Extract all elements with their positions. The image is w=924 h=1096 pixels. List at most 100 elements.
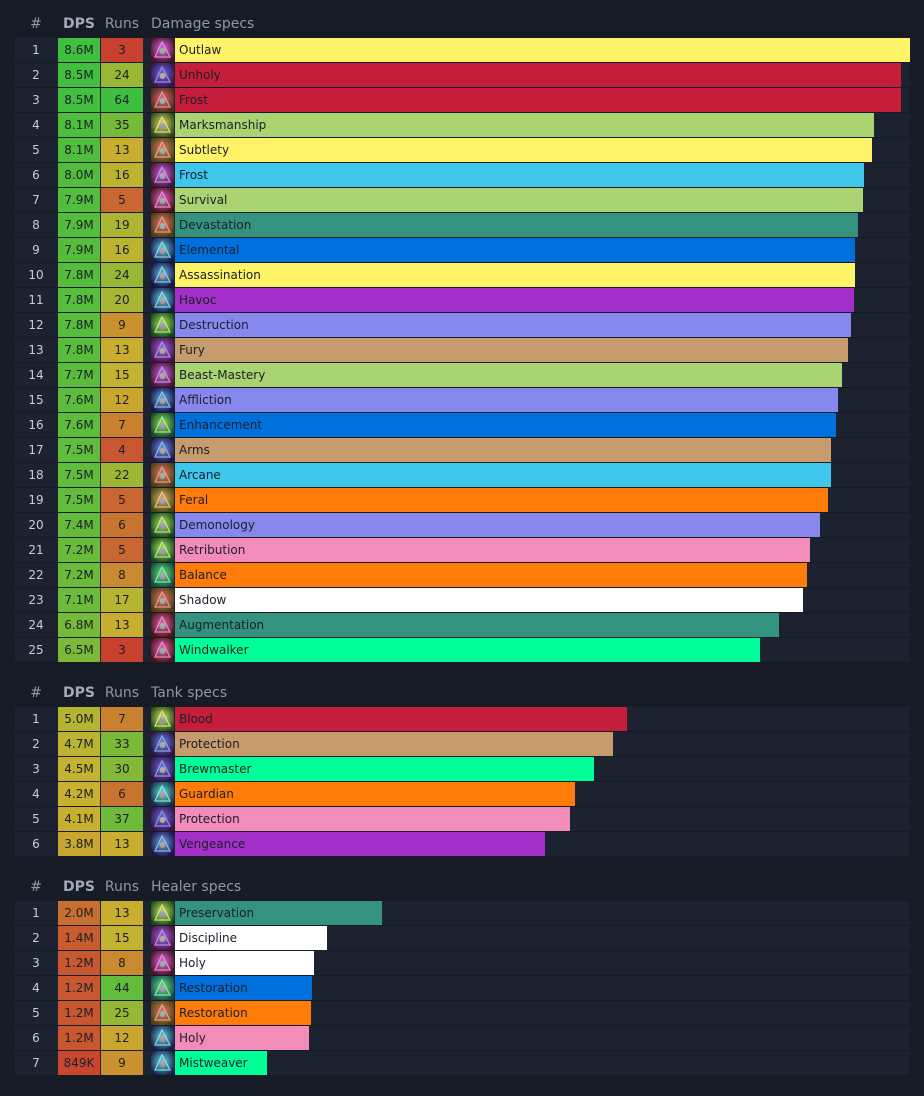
runs-cell: 13 [101,338,143,362]
table-row[interactable]: 4 8.1M 35 Marksmanship [15,113,910,137]
runs-header[interactable]: Runs [104,879,140,895]
rank-cell: 3 [32,956,40,970]
dps-bar[interactable] [175,138,872,162]
dps-header[interactable]: DPS [63,685,95,701]
table-row[interactable]: 3 4.5M 30 Brewmaster [15,757,910,781]
dps-bar[interactable] [175,613,779,637]
dps-bar[interactable] [175,338,848,362]
table-row[interactable]: 14 7.7M 15 Beast-Mastery [15,363,910,387]
table-row[interactable]: 3 1.2M 8 Holy [15,951,910,975]
table-row[interactable]: 4 4.2M 6 Guardian [15,782,910,806]
section-title[interactable]: Damage specs [151,16,255,32]
table-row[interactable]: 9 7.9M 16 Elemental [15,238,910,262]
dps-bar[interactable] [175,463,831,487]
table-row[interactable]: 10 7.8M 24 Assassination [15,263,910,287]
table-row[interactable]: 7 849K 9 Mistweaver [15,1051,910,1075]
dps-bar[interactable] [175,363,842,387]
table-row[interactable]: 7 7.9M 5 Survival [15,188,910,212]
table-row[interactable]: 8 7.9M 19 Devastation [15,213,910,237]
runs-header[interactable]: Runs [104,685,140,701]
table-row[interactable]: 12 7.8M 9 Destruction [15,313,910,337]
table-row[interactable]: 6 3.8M 13 Vengeance [15,832,910,856]
table-row[interactable]: 1 8.6M 3 Outlaw [15,38,910,62]
table-row[interactable]: 16 7.6M 7 Enhancement [15,413,910,437]
dps-bar[interactable] [175,538,810,562]
runs-cell: 6 [101,782,143,806]
dps-bar[interactable] [175,563,807,587]
dps-bar[interactable] [175,113,874,137]
dps-bar[interactable] [175,38,910,62]
table-row[interactable]: 25 6.5M 3 Windwalker [15,638,910,662]
dps-bar[interactable] [175,238,855,262]
table-row[interactable]: 2 4.7M 33 Protection [15,732,910,756]
table-row[interactable]: 6 8.0M 16 Frost [15,163,910,187]
section-title[interactable]: Healer specs [151,879,242,895]
table-row[interactable]: 18 7.5M 22 Arcane [15,463,910,487]
dps-bar[interactable] [175,1026,309,1050]
table-row[interactable]: 3 8.5M 64 Frost [15,88,910,112]
dps-cell: 8.5M [58,63,100,87]
dps-bar[interactable] [175,288,854,312]
table-row[interactable]: 24 6.8M 13 Augmentation [15,613,910,637]
dps-bar[interactable] [175,588,803,612]
windwalker-icon [151,638,174,662]
dps-bar[interactable] [175,926,327,950]
table-row[interactable]: 21 7.2M 5 Retribution [15,538,910,562]
dps-bar[interactable] [175,88,901,112]
dps-bar[interactable] [175,757,594,781]
table-row[interactable]: 6 1.2M 12 Holy [15,1026,910,1050]
dps-bar[interactable] [175,188,863,212]
dps-bar[interactable] [175,638,760,662]
dps-bar[interactable] [175,388,838,412]
table-row[interactable]: 2 1.4M 15 Discipline [15,926,910,950]
dps-bar[interactable] [175,213,858,237]
spec-label: Frost [179,93,208,107]
dps-bar[interactable] [175,313,851,337]
table-row[interactable]: 11 7.8M 20 Havoc [15,288,910,312]
rank-header[interactable]: # [30,16,42,32]
dps-cell: 1.2M [58,951,100,975]
runs-cell: 22 [101,463,143,487]
dps-bar[interactable] [175,1051,267,1075]
dps-bar[interactable] [175,951,314,975]
rank-header[interactable]: # [30,879,42,895]
assassination-icon [151,263,174,287]
table-row[interactable]: 15 7.6M 12 Affliction [15,388,910,412]
dps-bar[interactable] [175,782,575,806]
table-row[interactable]: 1 5.0M 7 Blood [15,707,910,731]
table-row[interactable]: 5 1.2M 25 Restoration [15,1001,910,1025]
dps-bar[interactable] [175,901,382,925]
dps-header[interactable]: DPS [63,879,95,895]
dps-bar[interactable] [175,807,570,831]
table-row[interactable]: 5 8.1M 13 Subtlety [15,138,910,162]
dps-bar[interactable] [175,707,627,731]
dps-bar[interactable] [175,163,864,187]
table-row[interactable]: 13 7.8M 13 Fury [15,338,910,362]
rank-header[interactable]: # [30,685,42,701]
dps-header[interactable]: DPS [63,16,95,32]
table-row[interactable]: 20 7.4M 6 Demonology [15,513,910,537]
dps-bar[interactable] [175,413,836,437]
feral-icon [151,488,174,512]
table-row[interactable]: 22 7.2M 8 Balance [15,563,910,587]
dps-bar[interactable] [175,438,831,462]
table-row[interactable]: 5 4.1M 37 Protection [15,807,910,831]
dps-bar[interactable] [175,488,828,512]
runs-cell: 5 [101,488,143,512]
dps-bar[interactable] [175,63,901,87]
dps-bar[interactable] [175,832,545,856]
dps-bar[interactable] [175,263,855,287]
table-row[interactable]: 23 7.1M 17 Shadow [15,588,910,612]
dps-bar[interactable] [175,976,312,1000]
table-row[interactable]: 4 1.2M 44 Restoration [15,976,910,1000]
runs-cell: 13 [101,901,143,925]
table-row[interactable]: 17 7.5M 4 Arms [15,438,910,462]
dps-bar[interactable] [175,1001,311,1025]
dps-bar[interactable] [175,732,613,756]
section-title[interactable]: Tank specs [151,685,228,701]
table-row[interactable]: 2 8.5M 24 Unholy [15,63,910,87]
runs-header[interactable]: Runs [104,16,140,32]
table-row[interactable]: 1 2.0M 13 Preservation [15,901,910,925]
table-row[interactable]: 19 7.5M 5 Feral [15,488,910,512]
dps-bar[interactable] [175,513,820,537]
